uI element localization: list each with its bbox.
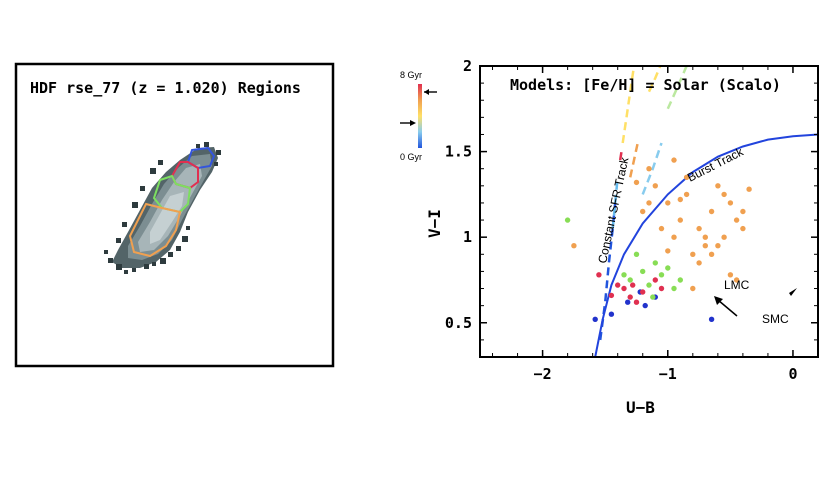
age-colorbar: 8 Gyr 0 Gyr [400, 70, 437, 162]
data-point [634, 252, 639, 257]
data-point [653, 260, 658, 265]
data-point [646, 282, 651, 287]
data-point [709, 317, 714, 322]
data-point [609, 293, 614, 298]
data-point [671, 235, 676, 240]
color-color-chart: −2 −1 0 0.5 1 1.5 2 Models: [Fe/H] = Solar (S… [425, 57, 818, 417]
data-point [671, 286, 676, 291]
data-point [615, 282, 620, 287]
data-point [740, 209, 745, 214]
data-point [696, 260, 701, 265]
figure: HDF rse_77 (z = 1.020) Regions [0, 0, 830, 488]
data-point [621, 286, 626, 291]
data-point [593, 317, 598, 322]
chart-title: Models: [Fe/H] = Solar (Scalo) [510, 76, 781, 94]
data-point [628, 294, 633, 299]
data-point [715, 183, 720, 188]
y-tick-label: 0.5 [445, 314, 472, 332]
data-point [621, 272, 626, 277]
x-tick-label: −1 [659, 365, 677, 383]
colorbar-bottom-label: 0 Gyr [400, 152, 422, 162]
data-point [709, 252, 714, 257]
data-point [721, 192, 726, 197]
data-point [571, 243, 576, 248]
data-point [665, 265, 670, 270]
data-point [684, 192, 689, 197]
x-ticks: −2 −1 0 [493, 66, 818, 383]
data-point [625, 300, 630, 305]
data-point [703, 243, 708, 248]
burst-track-label: Burst Track [685, 144, 746, 184]
colorbar-gradient [418, 84, 422, 148]
smc-label: SMC [762, 312, 789, 326]
x-tick-label: 0 [788, 365, 797, 383]
data-point [650, 294, 655, 299]
data-point [703, 235, 708, 240]
colorbar-arrow-upper-head [424, 89, 429, 95]
model-track-line [630, 143, 638, 177]
data-point [671, 157, 676, 162]
data-point [728, 200, 733, 205]
lmc-label: LMC [724, 278, 750, 292]
data-point [734, 217, 739, 222]
y-tick-label: 1 [463, 228, 472, 246]
left-panel: HDF rse_77 (z = 1.020) Regions [16, 64, 333, 366]
data-point [653, 183, 658, 188]
data-point [728, 272, 733, 277]
data-point [678, 197, 683, 202]
data-point [640, 209, 645, 214]
data-point [653, 277, 658, 282]
data-point [643, 303, 648, 308]
data-point [659, 286, 664, 291]
y-tick-label: 2 [463, 57, 472, 75]
data-point [640, 269, 645, 274]
data-point [740, 226, 745, 231]
data-point [690, 286, 695, 291]
data-points [565, 157, 752, 322]
data-point [678, 277, 683, 282]
data-point [634, 180, 639, 185]
data-point [721, 235, 726, 240]
y-tick-label: 1.5 [445, 143, 472, 161]
data-point [646, 166, 651, 171]
colorbar-top-label: 8 Gyr [400, 70, 422, 80]
data-point [665, 248, 670, 253]
data-point [665, 200, 670, 205]
x-tick-label: −2 [534, 365, 552, 383]
data-point [596, 272, 601, 277]
data-point [646, 200, 651, 205]
data-point [715, 243, 720, 248]
data-point [640, 289, 645, 294]
data-point [565, 217, 570, 222]
model-track-line [643, 143, 662, 194]
data-point [659, 226, 664, 231]
data-point [634, 300, 639, 305]
smc-arrow-head [789, 288, 797, 296]
y-axis-label: V−I [425, 209, 444, 238]
lmc-arrow [718, 300, 737, 316]
left-panel-title: HDF rse_77 (z = 1.020) Regions [30, 79, 301, 97]
data-point [696, 226, 701, 231]
colorbar-arrow-lower-head [410, 120, 416, 126]
data-point [630, 282, 635, 287]
constant-sfr-label: Constant SFR Track [595, 155, 631, 265]
data-point [609, 312, 614, 317]
data-point [659, 272, 664, 277]
data-point [628, 277, 633, 282]
data-point [709, 209, 714, 214]
x-axis-label: U−B [626, 398, 655, 417]
data-point [746, 187, 751, 192]
data-point [678, 217, 683, 222]
data-point [690, 252, 695, 257]
